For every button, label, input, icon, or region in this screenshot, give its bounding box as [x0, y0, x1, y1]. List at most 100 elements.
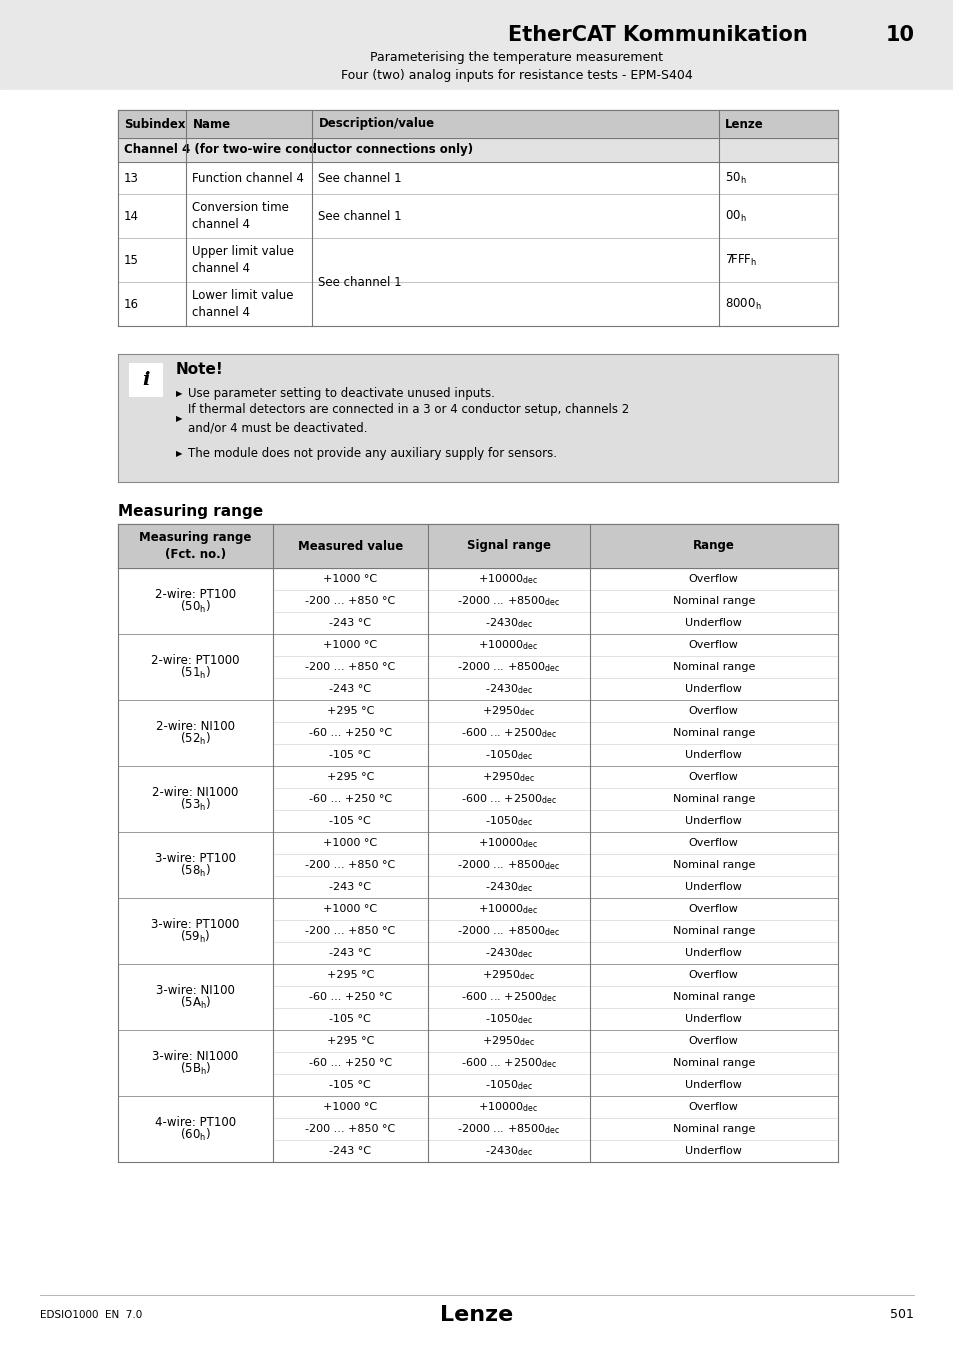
Text: -2000 ... +8500$_{\rm{dec}}$: -2000 ... +8500$_{\rm{dec}}$	[456, 1122, 559, 1135]
Text: 13: 13	[124, 171, 139, 185]
Text: Use parameter setting to deactivate unused inputs.: Use parameter setting to deactivate unus…	[188, 387, 495, 401]
Bar	[130, 364, 162, 396]
Text: -2430$_{\rm{dec}}$: -2430$_{\rm{dec}}$	[484, 880, 532, 894]
Text: +1000 °C: +1000 °C	[323, 640, 376, 649]
Bar	[118, 238, 837, 282]
Text: 50$_{\rm{h}}$: 50$_{\rm{h}}$	[724, 170, 746, 185]
Text: See channel 1: See channel 1	[318, 297, 401, 310]
Text: (60$_{\rm{h}}$): (60$_{\rm{h}}$)	[180, 1127, 211, 1143]
Text: -1050$_{\rm{dec}}$: -1050$_{\rm{dec}}$	[484, 1079, 532, 1092]
Text: Overflow: Overflow	[688, 640, 738, 649]
Text: ▶: ▶	[175, 414, 182, 424]
Text: -2000 ... +8500$_{\rm{dec}}$: -2000 ... +8500$_{\rm{dec}}$	[456, 859, 559, 872]
Text: -600 ... +2500$_{\rm{dec}}$: -600 ... +2500$_{\rm{dec}}$	[460, 792, 557, 806]
Text: Nominal range: Nominal range	[672, 860, 754, 869]
Bar	[118, 634, 837, 701]
Text: +10000$_{\rm{dec}}$: +10000$_{\rm{dec}}$	[478, 572, 538, 586]
Text: 16: 16	[124, 297, 139, 310]
Text: Conversion time
channel 4: Conversion time channel 4	[193, 201, 289, 231]
Text: -60 ... +250 °C: -60 ... +250 °C	[309, 794, 392, 805]
Text: +1000 °C: +1000 °C	[323, 904, 376, 914]
Text: -600 ... +2500$_{\rm{dec}}$: -600 ... +2500$_{\rm{dec}}$	[460, 1056, 557, 1071]
Bar	[118, 765, 837, 832]
Text: Name: Name	[193, 117, 231, 131]
Text: Note!: Note!	[175, 363, 224, 378]
Text: ▶: ▶	[175, 450, 182, 459]
Text: Measuring range
(Fct. no.): Measuring range (Fct. no.)	[139, 531, 252, 562]
Text: See channel 1: See channel 1	[318, 209, 401, 223]
Text: -105 °C: -105 °C	[329, 815, 371, 826]
Bar	[118, 524, 837, 568]
Text: Nominal range: Nominal range	[672, 992, 754, 1002]
Text: Lower limit value
channel 4: Lower limit value channel 4	[193, 289, 294, 319]
Bar	[118, 1096, 837, 1162]
Text: -60 ... +250 °C: -60 ... +250 °C	[309, 1058, 392, 1068]
Text: Four (two) analog inputs for resistance tests - EPM-S404: Four (two) analog inputs for resistance …	[341, 69, 692, 81]
Text: 2-wire: NI1000: 2-wire: NI1000	[152, 787, 238, 799]
Text: -1050$_{\rm{dec}}$: -1050$_{\rm{dec}}$	[484, 1012, 532, 1026]
Text: +10000$_{\rm{dec}}$: +10000$_{\rm{dec}}$	[478, 1100, 538, 1114]
Text: 8000$_{\rm{h}}$: 8000$_{\rm{h}}$	[724, 297, 760, 312]
Bar	[118, 701, 837, 765]
Text: Overflow: Overflow	[688, 1035, 738, 1046]
Text: Signal range: Signal range	[466, 540, 550, 552]
Text: Overflow: Overflow	[688, 772, 738, 782]
Text: (5A$_{\rm{h}}$): (5A$_{\rm{h}}$)	[179, 995, 211, 1011]
Text: -200 ... +850 °C: -200 ... +850 °C	[305, 926, 395, 936]
Text: -200 ... +850 °C: -200 ... +850 °C	[305, 595, 395, 606]
Text: EtherCAT Kommunikation: EtherCAT Kommunikation	[508, 26, 807, 45]
Text: (59$_{\rm{h}}$): (59$_{\rm{h}}$)	[180, 929, 211, 945]
Text: +1000 °C: +1000 °C	[323, 574, 376, 585]
Text: The module does not provide any auxiliary supply for sensors.: The module does not provide any auxiliar…	[188, 447, 557, 460]
Bar	[118, 354, 837, 482]
Text: Range: Range	[692, 540, 734, 552]
Text: -243 °C: -243 °C	[329, 1146, 371, 1156]
Text: Underflow: Underflow	[684, 882, 741, 892]
Text: +10000$_{\rm{dec}}$: +10000$_{\rm{dec}}$	[478, 639, 538, 652]
Text: Description/value: Description/value	[318, 117, 434, 131]
Text: Overflow: Overflow	[688, 904, 738, 914]
Text: 10: 10	[884, 26, 914, 45]
Text: -243 °C: -243 °C	[329, 882, 371, 892]
Text: Underflow: Underflow	[684, 1146, 741, 1156]
Text: 3-wire: PT100: 3-wire: PT100	[154, 852, 235, 865]
Text: (5B$_{\rm{h}}$): (5B$_{\rm{h}}$)	[179, 1061, 211, 1077]
Text: -600 ... +2500$_{\rm{dec}}$: -600 ... +2500$_{\rm{dec}}$	[460, 990, 557, 1004]
Text: +1000 °C: +1000 °C	[323, 838, 376, 848]
Text: Nominal range: Nominal range	[672, 595, 754, 606]
Text: Overflow: Overflow	[688, 706, 738, 716]
Text: Upper limit value
channel 4: Upper limit value channel 4	[193, 244, 294, 275]
Text: +2950$_{\rm{dec}}$: +2950$_{\rm{dec}}$	[481, 769, 535, 784]
Text: -105 °C: -105 °C	[329, 751, 371, 760]
Text: 3-wire: NI100: 3-wire: NI100	[155, 984, 234, 998]
Text: +10000$_{\rm{dec}}$: +10000$_{\rm{dec}}$	[478, 836, 538, 850]
Text: -2430$_{\rm{dec}}$: -2430$_{\rm{dec}}$	[484, 682, 532, 695]
Text: Lenze: Lenze	[724, 117, 763, 131]
Text: (51$_{\rm{h}}$): (51$_{\rm{h}}$)	[180, 666, 211, 680]
Text: -60 ... +250 °C: -60 ... +250 °C	[309, 992, 392, 1002]
Text: Underflow: Underflow	[684, 618, 741, 628]
Text: (53$_{\rm{h}}$): (53$_{\rm{h}}$)	[180, 796, 211, 813]
Text: +295 °C: +295 °C	[326, 971, 374, 980]
Text: -2430$_{\rm{dec}}$: -2430$_{\rm{dec}}$	[484, 1143, 532, 1158]
Bar	[118, 138, 837, 162]
Text: Parameterising the temperature measurement: Parameterising the temperature measureme…	[370, 51, 662, 65]
Text: See channel 1: See channel 1	[318, 254, 401, 266]
Text: Overflow: Overflow	[688, 1102, 738, 1112]
Text: If thermal detectors are connected in a 3 or 4 conductor setup, channels 2
and/o: If thermal detectors are connected in a …	[188, 404, 629, 435]
Text: See channel 1: See channel 1	[318, 275, 401, 289]
Text: Underflow: Underflow	[684, 1014, 741, 1025]
Bar	[118, 964, 837, 1030]
Text: Overflow: Overflow	[688, 574, 738, 585]
Text: Underflow: Underflow	[684, 1080, 741, 1089]
Text: i: i	[142, 371, 150, 389]
Text: -1050$_{\rm{dec}}$: -1050$_{\rm{dec}}$	[484, 814, 532, 828]
Text: (58$_{\rm{h}}$): (58$_{\rm{h}}$)	[180, 863, 211, 879]
Bar	[118, 109, 837, 138]
Bar	[312, 238, 719, 325]
Bar	[118, 194, 837, 238]
Bar	[118, 282, 837, 325]
Text: -105 °C: -105 °C	[329, 1014, 371, 1025]
Text: -2000 ... +8500$_{\rm{dec}}$: -2000 ... +8500$_{\rm{dec}}$	[456, 594, 559, 608]
Text: +1000 °C: +1000 °C	[323, 1102, 376, 1112]
